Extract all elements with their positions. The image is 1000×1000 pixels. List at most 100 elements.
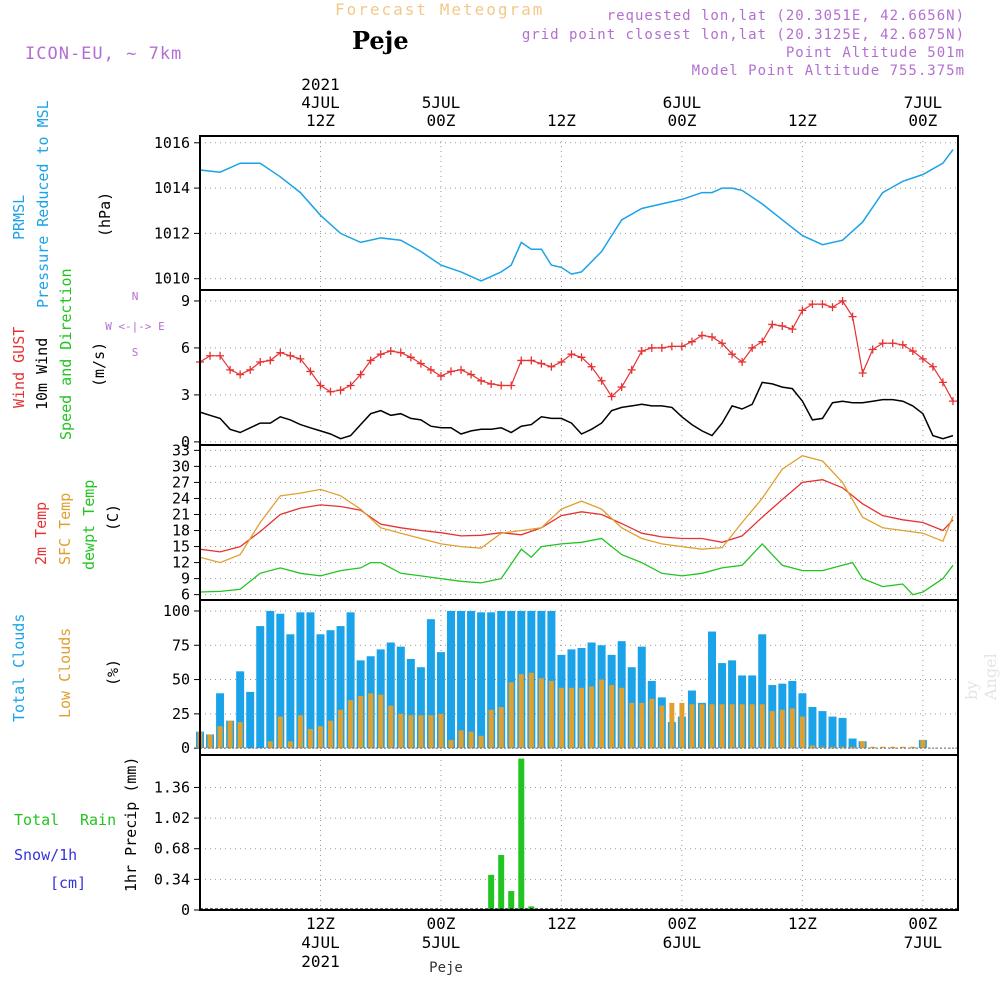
gust-marker (928, 362, 937, 371)
precip-label-4: [cm] (50, 874, 86, 892)
clouds-ytick-label: 100 (163, 602, 190, 620)
low-cloud-bar (328, 720, 334, 749)
total-cloud-bar (487, 612, 496, 749)
gust-marker (758, 337, 767, 346)
total-cloud-bar (547, 610, 556, 749)
temp-ytick-label: 18 (172, 522, 190, 540)
total-cloud-bar (326, 630, 335, 749)
low-cloud-bar (599, 679, 605, 749)
precip-label-3: Snow/1h (14, 846, 77, 864)
gust-marker (808, 300, 817, 309)
gust-marker (868, 345, 877, 354)
low-cloud-bar (348, 700, 354, 749)
gust-marker (436, 372, 445, 381)
gust-marker (256, 358, 265, 367)
compass-south: S (132, 346, 139, 359)
gust-marker (607, 392, 616, 401)
t2m-line (199, 479, 954, 553)
total-cloud-bar (306, 612, 315, 749)
temp-label-3: dewpt Temp (80, 480, 98, 570)
total-cloud-bar (336, 626, 345, 749)
gust-marker (457, 365, 466, 374)
temp-ytick-label: 9 (181, 570, 190, 588)
total-cloud-bar (416, 667, 425, 749)
wind-panel: 0 3 6 9 (181, 289, 959, 451)
gust-marker (286, 351, 295, 360)
precip-ytick-label: 0.68 (154, 840, 190, 858)
low-cloud-bar (277, 716, 283, 749)
low-cloud-bar (297, 715, 303, 749)
low-cloud-bar (568, 687, 574, 749)
low-cloud-bar (237, 722, 243, 749)
low-cloud-bar (207, 734, 213, 749)
gust-marker (587, 362, 596, 371)
gust-marker (497, 381, 506, 390)
low-cloud-bar (227, 720, 233, 749)
gust-marker (718, 339, 727, 348)
pressure-label-2: Pressure Reduced to MSL (34, 100, 52, 308)
gust-marker (406, 353, 415, 362)
total-cloud-bar (266, 610, 275, 749)
grid-point-coords: grid point closest lon,lat (20.3125E, 42… (521, 27, 965, 43)
temp-ytick-label: 33 (172, 441, 190, 459)
pressure-ytick-label: 1012 (154, 224, 190, 242)
low-cloud-bar (589, 686, 595, 749)
temp-grid (200, 445, 958, 600)
pressure-label-1: PRMSL (10, 195, 28, 240)
low-cloud-bar (579, 687, 585, 749)
top-time-label: 12Z (788, 111, 817, 130)
precip-labels: Total Rain Snow/1h [cm] 1hr Precip (mm) (14, 757, 140, 892)
total-cloud-bar (396, 646, 405, 749)
total-cloud-bar (828, 716, 837, 749)
dewpt-line (199, 537, 954, 596)
wind-frame (199, 289, 959, 446)
pressure-line (199, 149, 954, 282)
precip-panel: 0 0.34 0.68 1.02 1.36 (154, 754, 959, 919)
gust-marker (336, 386, 345, 395)
clouds-grid (200, 600, 958, 755)
wind-ytick-label: 3 (181, 386, 190, 404)
gust-marker (356, 370, 365, 379)
low-cloud-bar (518, 674, 524, 749)
gust-marker (547, 362, 556, 371)
rain-bar (488, 874, 495, 910)
temp-ytick-label: 6 (181, 586, 190, 604)
low-cloud-bar (388, 705, 394, 749)
total-cloud-bar (497, 610, 506, 749)
low-cloud-bar (217, 726, 223, 749)
gust-marker (738, 358, 747, 367)
gust-marker (226, 365, 235, 374)
low-cloud-bar (920, 739, 926, 749)
precip-ytick-label: 1.36 (154, 778, 190, 796)
gust-marker (798, 306, 807, 315)
pressure-labels: PRMSL Pressure Reduced to MSL (hPa) (10, 100, 114, 308)
gust-marker (708, 332, 717, 341)
gust-marker (617, 383, 626, 392)
low-cloud-bar (428, 715, 434, 749)
bottom-time-label: 12Z (547, 914, 576, 933)
gust-marker (667, 342, 676, 351)
low-cloud-bar (769, 711, 775, 749)
gust-marker (487, 379, 496, 388)
low-cloud-bar (709, 704, 715, 749)
cloud-label-1: Total Clouds (10, 614, 28, 722)
pressure-grid (200, 136, 958, 290)
low-cloud-bar (448, 739, 454, 749)
top-time-label: 12Z (306, 111, 335, 130)
low-cloud-bar (639, 702, 645, 749)
gust-marker (477, 376, 486, 385)
bottom-date-label: 4JUL (301, 933, 340, 952)
bottom-time-label: 12Z (306, 914, 335, 933)
bottom-date-label: 7JUL (904, 933, 943, 952)
precip-grid (200, 755, 958, 911)
gust-marker (687, 337, 696, 346)
gust-marker (537, 359, 546, 368)
gust-marker (938, 378, 947, 387)
low-cloud-bar (729, 704, 735, 749)
total-cloud-bar (507, 610, 516, 749)
low-cloud-bar (840, 746, 846, 749)
total-cloud-bar (386, 642, 395, 749)
total-cloud-bar (457, 610, 466, 749)
pressure-ytick-label: 1014 (154, 179, 190, 197)
pressure-panel: 1010 1012 1014 1016 (154, 134, 959, 291)
